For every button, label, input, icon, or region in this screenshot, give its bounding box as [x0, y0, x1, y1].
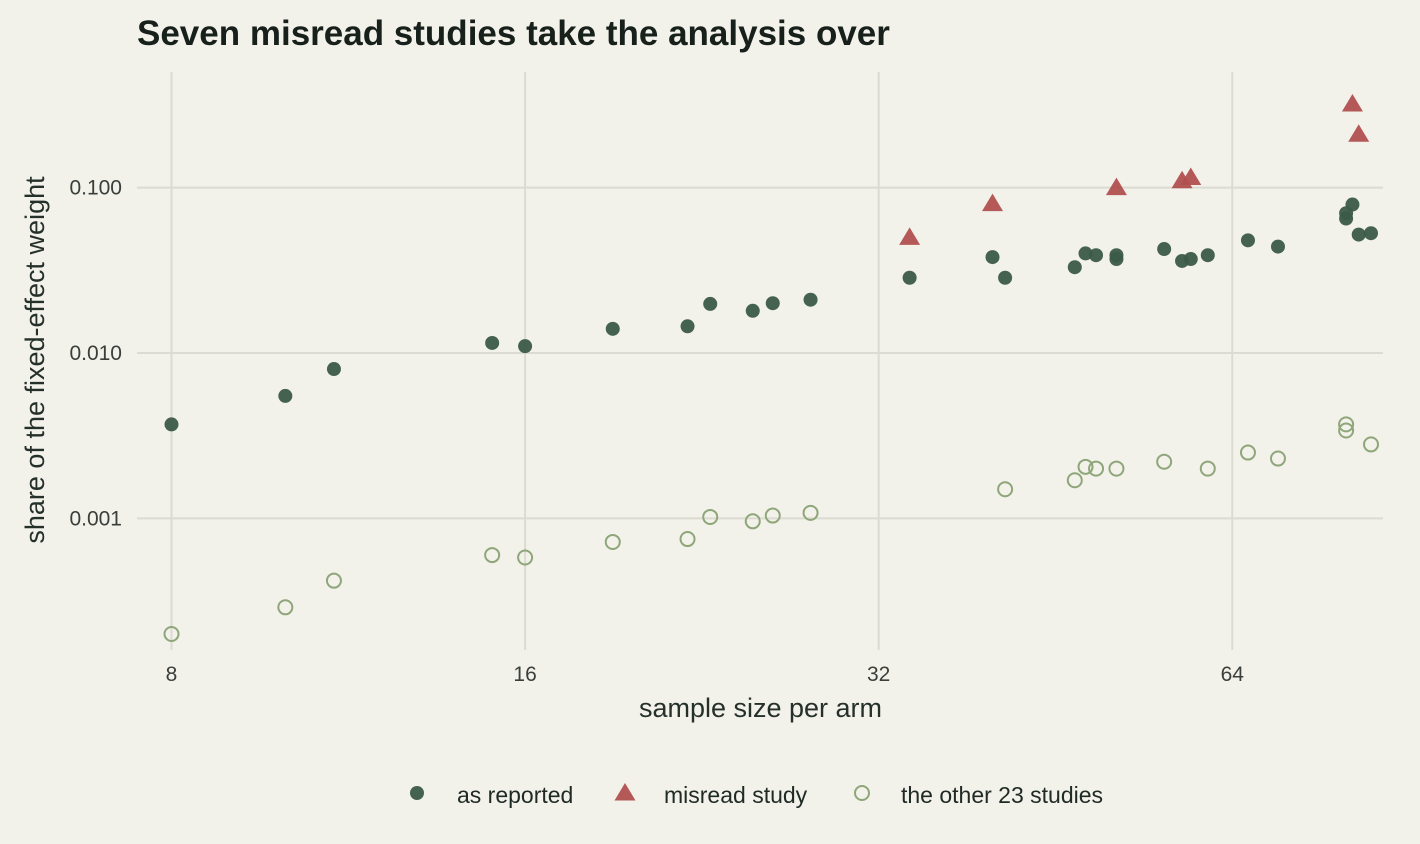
data-point [518, 339, 533, 354]
data-point [982, 193, 1004, 212]
data-point [1180, 167, 1202, 186]
data-point [325, 572, 342, 589]
legend-label: as reported [457, 782, 573, 808]
legend-marker-triangle [614, 783, 636, 801]
legend: as reported misread study the other 23 stu… [410, 782, 1103, 808]
data-point [997, 481, 1014, 498]
data-point [1183, 252, 1198, 267]
data-point [1157, 242, 1172, 257]
data-point [765, 296, 780, 311]
data-point [1269, 450, 1286, 467]
data-point [1200, 248, 1215, 263]
data-point [1348, 124, 1370, 142]
x-tick-label: 32 [867, 663, 890, 686]
data-point [326, 362, 341, 377]
data-point [1363, 226, 1378, 241]
x-tick-label: 8 [166, 663, 178, 686]
y-axis-title: share of the fixed-effect weight [20, 176, 50, 544]
data-point [1108, 460, 1125, 477]
data-point [902, 270, 917, 285]
chart-title: Seven misread studies take the analysis … [137, 14, 890, 53]
data-point [1199, 460, 1216, 477]
data-point [899, 227, 921, 245]
data-point [802, 504, 819, 521]
data-point [164, 417, 179, 432]
series-triangle [899, 94, 1370, 245]
data-point [679, 531, 696, 548]
data-point [998, 270, 1013, 285]
data-point [764, 507, 781, 524]
data-point [1067, 260, 1082, 275]
data-point [1078, 246, 1093, 261]
data-point [1077, 458, 1094, 475]
data-point [1066, 472, 1083, 489]
legend-label: misread study [664, 782, 808, 808]
data-point [680, 319, 695, 334]
data-point [1088, 460, 1105, 477]
data-point [517, 549, 534, 566]
legend-label: the other 23 studies [901, 782, 1103, 808]
data-point [1345, 197, 1360, 212]
x-tick-label: 64 [1221, 663, 1245, 686]
data-point [702, 508, 719, 525]
y-tick-label: 0.010 [69, 342, 122, 365]
data-point [803, 292, 818, 307]
data-point [277, 599, 294, 616]
legend-marker-open-circle [854, 785, 870, 801]
data-point [484, 547, 501, 564]
data-point [1338, 416, 1355, 433]
data-point [985, 250, 1000, 265]
x-tick-label: 16 [513, 663, 536, 686]
data-point [1270, 239, 1285, 254]
data-point [703, 296, 718, 311]
x-axis-title: sample size per arm [639, 693, 882, 723]
series-filled-circle [164, 197, 1378, 432]
data-point [1156, 453, 1173, 470]
data-point [1105, 177, 1127, 196]
series-open-circle [163, 416, 1379, 642]
data-point [1239, 444, 1256, 461]
y-tick-label: 0.001 [69, 507, 122, 530]
data-point [1362, 436, 1379, 453]
data-point [278, 388, 293, 403]
data-point [1341, 94, 1363, 112]
data-point [604, 533, 621, 550]
data-point [485, 335, 500, 350]
data-point [745, 303, 760, 318]
data-point [1351, 227, 1366, 242]
data-point [1089, 248, 1104, 263]
data-point [1240, 233, 1255, 248]
data-point [163, 625, 180, 642]
data-point [1109, 252, 1124, 267]
data-point [1338, 422, 1355, 439]
y-tick-label: 0.100 [69, 177, 122, 200]
data-point [744, 513, 761, 530]
legend-marker-filled-circle [410, 786, 424, 800]
data-point [605, 321, 620, 336]
